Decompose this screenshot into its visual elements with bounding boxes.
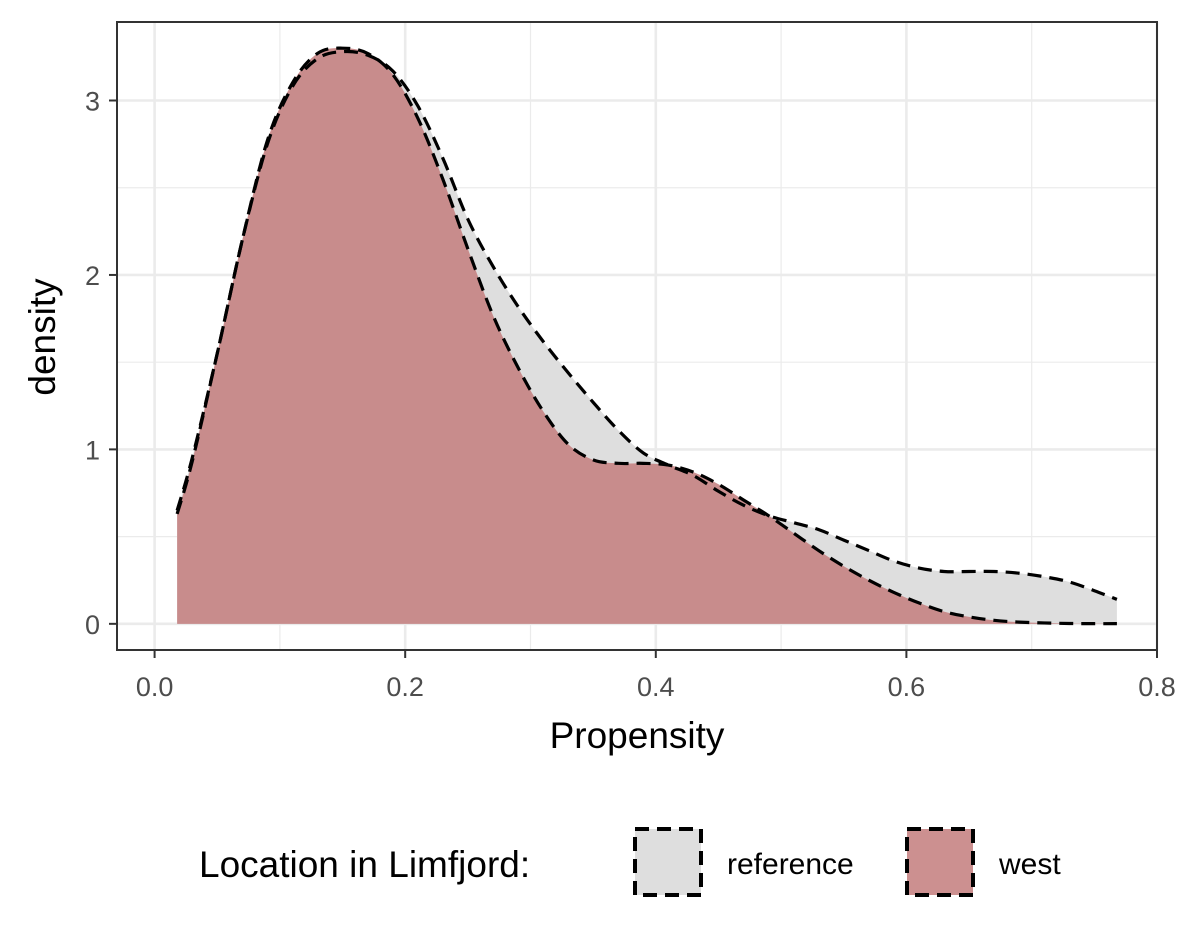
density-outline-west [175, 46, 1117, 626]
legend-label-west: west [998, 848, 1061, 881]
x-tick-label: 0.0 [136, 672, 174, 702]
legend-key-reference [633, 827, 703, 897]
density-area-west [177, 48, 1117, 624]
legend-key-west [905, 827, 975, 897]
axes: 0.0 0.2 0.4 0.6 0.8 0 1 2 3 [85, 87, 1176, 703]
legend-title: Location in Limfjord: [199, 844, 530, 885]
density-outline-reference [175, 49, 1118, 601]
y-axis-title: density [22, 278, 63, 396]
x-axis-title: Propensity [550, 715, 725, 756]
y-tick-label: 2 [85, 261, 100, 291]
legend-label-reference: reference [727, 848, 854, 881]
x-tick-label: 0.2 [386, 672, 424, 702]
density-outlines [175, 46, 1118, 626]
legend: Location in Limfjord: reference west [199, 827, 1061, 897]
y-tick-label: 1 [85, 435, 100, 465]
panel-border [116, 21, 1158, 651]
y-tick-label: 3 [85, 87, 100, 117]
density-areas [177, 48, 1117, 624]
x-tick-label: 0.4 [637, 672, 675, 702]
x-tick-label: 0.6 [888, 672, 926, 702]
y-tick-label: 0 [85, 610, 100, 640]
x-tick-label: 0.8 [1138, 672, 1176, 702]
